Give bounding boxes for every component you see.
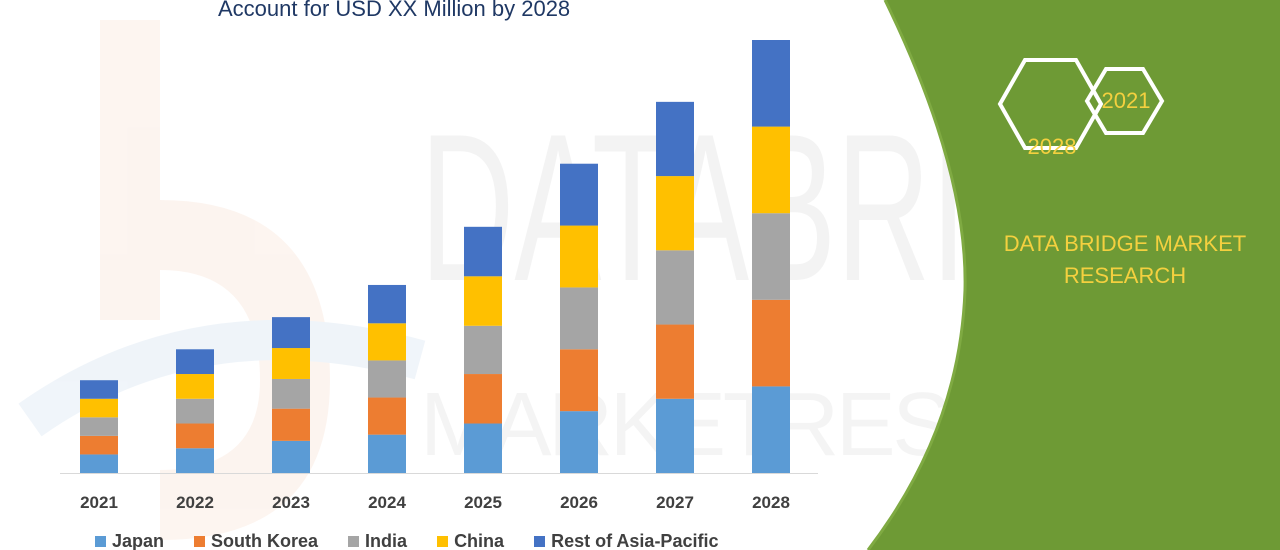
legend-label: Rest of Asia-Pacific: [551, 531, 719, 550]
bar-segment-2027-china: [656, 176, 694, 251]
chart-title: Account for USD XX Million by 2028: [218, 0, 571, 21]
hexagon-small: [1084, 67, 1165, 135]
x-tick-label: 2026: [560, 493, 598, 512]
legend-label: South Korea: [211, 531, 319, 550]
legend-item: Rest of Asia-Pacific: [534, 531, 718, 550]
legend-item: Japan: [95, 531, 164, 550]
legend-item: China: [437, 531, 504, 550]
x-tick-label: 2023: [272, 493, 310, 512]
brand-panel-edge: [866, 0, 967, 550]
x-tick-label: 2021: [80, 493, 118, 512]
bar-segment-2025-rest-of-asia-pacific: [464, 226, 502, 277]
legend-item: South Korea: [194, 531, 318, 550]
bar-segment-2024-china: [368, 323, 406, 361]
bar-segment-2023-south-korea: [272, 408, 310, 441]
bar-segment-2024-rest-of-asia-pacific: [368, 284, 406, 324]
x-tick-label: 2025: [464, 493, 502, 512]
bar-segment-2024-south-korea: [368, 397, 406, 435]
x-tick-label: 2024: [368, 493, 406, 512]
bar-segment-2023-china: [272, 348, 310, 379]
bar-segment-2024-japan: [368, 434, 406, 473]
bar-segment-2023-japan: [272, 440, 310, 473]
legend-swatch: [534, 536, 546, 547]
brand-name-line1: DATA BRIDGE MARKET: [1003, 231, 1247, 256]
bar-segment-2022-japan: [176, 448, 214, 473]
bar-segment-2022-south-korea: [176, 423, 214, 449]
legend-item: India: [348, 531, 407, 550]
brand-name-line2: RESEARCH: [1063, 263, 1187, 288]
hex-year-2021-label: 2021: [1101, 88, 1151, 113]
bar-segment-2028-south-korea: [752, 299, 790, 387]
chart-legend: Japan South Korea India China Rest of Asia-P…: [95, 531, 748, 550]
bar-segment-2025-india: [464, 325, 502, 375]
legend-label: Japan: [112, 531, 165, 550]
bar-segment-2027-japan: [656, 398, 694, 473]
bar-segment-2023-rest-of-asia-pacific: [272, 317, 310, 349]
bar-segment-2027-south-korea: [656, 324, 694, 399]
bar-segment-2026-india: [560, 287, 598, 350]
legend-label: India: [365, 531, 408, 550]
bar-segment-2028-india: [752, 213, 790, 300]
x-tick-label: 2022: [176, 493, 214, 512]
brand-panel: [868, 0, 1280, 550]
bar-group: [80, 40, 790, 473]
bar-segment-2022-india: [176, 398, 214, 424]
bar-segment-2027-rest-of-asia-pacific: [656, 101, 694, 177]
bar-segment-2026-china: [560, 225, 598, 288]
legend-swatch: [194, 536, 206, 547]
bar-segment-2025-south-korea: [464, 374, 502, 424]
bar-segment-2026-rest-of-asia-pacific: [560, 163, 598, 226]
bar-segment-2028-rest-of-asia-pacific: [752, 40, 790, 127]
bar-segment-2028-japan: [752, 386, 790, 473]
x-tick-label: 2027: [656, 493, 694, 512]
legend-swatch: [348, 536, 360, 547]
legend-swatch: [95, 536, 106, 547]
hexagon-large: [997, 58, 1104, 150]
bar-segment-2025-china: [464, 276, 502, 326]
bar-segment-2027-india: [656, 250, 694, 325]
bar-segment-2025-japan: [464, 423, 502, 473]
legend-label: China: [454, 531, 505, 550]
bar-segment-2021-japan: [80, 454, 118, 473]
brand-name: DATA BRIDGE MARKET RESEARCH: [990, 228, 1260, 292]
x-tick-labels: 2021 2022 2023 2024 2025 2026 2027 2028: [80, 493, 790, 512]
bar-segment-2028-china: [752, 126, 790, 214]
bar-segment-2021-india: [80, 417, 118, 436]
bar-segment-2023-india: [272, 378, 310, 409]
hex-year-2028-label: 2028: [1027, 134, 1077, 159]
bar-segment-2021-rest-of-asia-pacific: [80, 380, 118, 399]
bar-segment-2026-japan: [560, 411, 598, 473]
x-tick-label: 2028: [752, 493, 790, 512]
bar-segment-2021-south-korea: [80, 435, 118, 455]
bar-segment-2021-china: [80, 398, 118, 418]
stacked-bar-chart: 2021 2022 2023 2024 2025 2026 2027 2028: [60, 40, 818, 512]
bar-segment-2026-south-korea: [560, 349, 598, 412]
bar-segment-2024-india: [368, 360, 406, 398]
bar-segment-2022-china: [176, 374, 214, 399]
bar-segment-2022-rest-of-asia-pacific: [176, 349, 214, 375]
legend-swatch: [437, 536, 449, 547]
